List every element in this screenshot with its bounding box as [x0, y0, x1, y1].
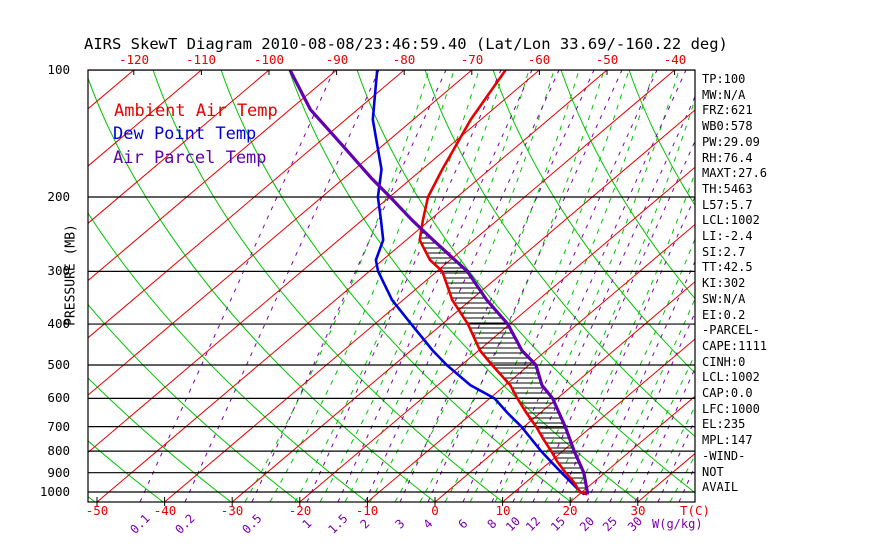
plot-frame — [87, 69, 696, 503]
stat-line: CINH:0 — [702, 354, 746, 369]
top-temp-label: -100 — [253, 52, 285, 67]
temp-axis-unit-label: T(C) — [679, 503, 711, 518]
bottom-temp-label: 20 — [562, 503, 578, 518]
stat-line: RH:76.4 — [702, 150, 753, 165]
moist-adiabat-lines — [244, 70, 695, 502]
pressure-tick-label: 200 — [47, 188, 70, 204]
mixing-ratio-unit-label: W(g/kg) — [652, 517, 703, 531]
top-temp-label: -70 — [460, 52, 484, 67]
stat-line: EL:235 — [702, 417, 746, 432]
top-temp-label: -90 — [325, 52, 349, 67]
bottom-temp-label: -50 — [85, 503, 109, 518]
top-temp-label: -110 — [185, 52, 217, 67]
stat-line: SI:2.7 — [702, 244, 746, 259]
pressure-gridlines — [88, 70, 695, 493]
ambient-temp-curve — [418, 70, 588, 496]
plot-grid — [88, 70, 695, 502]
stat-line: -WIND- — [702, 448, 746, 463]
pressure-tick-label: 700 — [47, 418, 70, 434]
stat-line: NOT — [702, 464, 724, 479]
stat-line: LCL:1002 — [702, 213, 760, 228]
cape-hatch-area — [420, 232, 587, 489]
stat-line: TH:5463 — [702, 181, 753, 196]
stat-line: EI:0.2 — [702, 307, 746, 322]
pressure-tick-label: 100 — [47, 61, 70, 77]
stat-line: LFC:1000 — [702, 401, 760, 416]
stat-line: FRZ:621 — [702, 103, 753, 118]
stat-line: KI:302 — [702, 276, 746, 291]
axis-tick-marks — [96, 70, 676, 506]
pressure-tick-label: 900 — [47, 464, 70, 480]
bottom-temp-label: -30 — [220, 503, 244, 518]
stat-line: MPL:147 — [702, 433, 753, 448]
stat-line: L57:5.7 — [702, 197, 753, 212]
legend-ambient-air-temp: Ambient Air Temp — [114, 101, 278, 121]
stat-line: LCL:1002 — [702, 370, 760, 385]
bottom-temp-label: -10 — [355, 503, 379, 518]
bottom-temp-label: -20 — [288, 503, 312, 518]
bottom-temp-label: 0 — [431, 503, 439, 518]
top-temp-label: -40 — [663, 52, 687, 67]
sounding-indices-panel: TP:100 MW:N/A FRZ:621 WB0:578 PW:29.09 RH:76.… — [702, 72, 767, 496]
pressure-tick-label: 500 — [47, 356, 70, 372]
stat-line: CAPE:1111 — [702, 338, 768, 353]
dew-point-curve — [371, 70, 586, 496]
bottom-temp-label: 10 — [495, 503, 511, 518]
stat-line: MW:N/A — [702, 87, 746, 102]
stat-line: -PARCEL- — [702, 323, 760, 338]
stat-line: MAXT:27.6 — [702, 166, 768, 181]
stat-line: CAP:0.0 — [702, 386, 753, 401]
stat-line: PW:29.09 — [702, 134, 760, 149]
stat-line: TP:100 — [702, 72, 746, 86]
bottom-temp-label: 30 — [630, 503, 646, 518]
stat-line: AVAIL — [702, 480, 739, 495]
top-temp-label: -120 — [118, 52, 150, 67]
pressure-tick-label: 300 — [47, 262, 70, 278]
top-temp-label: -80 — [392, 52, 416, 67]
stat-line: WB0:578 — [702, 119, 753, 134]
bottom-temp-label: -40 — [153, 503, 177, 518]
parcel-temp-curve — [288, 70, 590, 495]
legend-dew-point-temp: Dew Point Temp — [113, 124, 257, 144]
pressure-tick-label: 600 — [47, 389, 70, 405]
pressure-tick-label: 400 — [47, 315, 70, 331]
pressure-tick-label: 1000 — [39, 483, 70, 499]
stat-line: TT:42.5 — [702, 260, 753, 275]
top-temp-label: -50 — [595, 52, 619, 67]
isotherm-lines — [88, 70, 695, 502]
page-title: AIRS SkewT Diagram 2010-08-08/23:46:59.4… — [84, 35, 728, 53]
legend-air-parcel-temp: Air Parcel Temp — [113, 148, 267, 168]
stat-line: LI:-2.4 — [702, 229, 753, 244]
top-temp-label: -60 — [527, 52, 551, 67]
pressure-tick-label: 800 — [47, 442, 70, 458]
stat-line: SW:N/A — [702, 291, 746, 306]
